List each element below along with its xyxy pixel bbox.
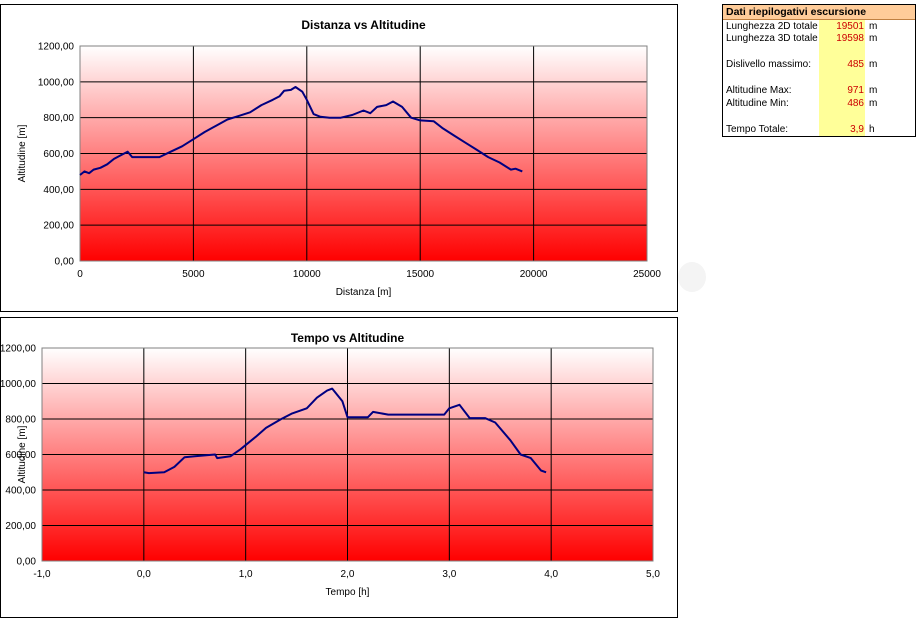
plot-border bbox=[79, 45, 648, 262]
summary-row-elevation-gain: Dislivello massimo: 485 m bbox=[723, 58, 915, 71]
x-tick-label: 2,0 bbox=[341, 569, 355, 580]
summary-value: 19598 bbox=[836, 33, 864, 44]
y-tick-label: 600,00 bbox=[43, 149, 74, 160]
summary-unit: m bbox=[869, 21, 878, 32]
y-tick-label: 1200,00 bbox=[1, 344, 36, 355]
summary-row-altitude-max: Altitudine Max: 971 m bbox=[723, 84, 915, 97]
summary-value: 971 bbox=[847, 85, 864, 96]
summary-value: 485 bbox=[847, 59, 864, 70]
y-axis-label: Altitudine [m] bbox=[17, 425, 28, 483]
x-tick-label: 0 bbox=[77, 269, 83, 280]
x-tick-label: 3,0 bbox=[442, 569, 456, 580]
y-tick-label: 200,00 bbox=[43, 221, 74, 232]
summary-table: Dati riepilogativi escursione Lunghezza … bbox=[722, 4, 916, 137]
chart-distance-altitude-svg: 0 5000 10000 15000 20000 25000 0,00 200,00 400,0… bbox=[17, 18, 661, 298]
summary-value: 3,9 bbox=[850, 124, 864, 135]
x-tick-label: 20000 bbox=[520, 269, 548, 280]
summary-values-highlight bbox=[819, 20, 865, 136]
y-tick-label: 200,00 bbox=[5, 521, 36, 532]
summary-unit: m bbox=[869, 98, 878, 109]
chart-distance-altitude: 0 5000 10000 15000 20000 25000 0,00 200,00 400,0… bbox=[0, 4, 678, 312]
summary-label: Altitudine Min: bbox=[726, 98, 789, 109]
y-axis-label: Altitudine [m] bbox=[17, 124, 28, 182]
x-tick-label: -1,0 bbox=[33, 569, 51, 580]
altitude-series-line bbox=[143, 387, 547, 475]
x-tick-label: 1,0 bbox=[239, 569, 253, 580]
summary-value: 486 bbox=[847, 98, 864, 109]
summary-unit: m bbox=[869, 85, 878, 96]
y-tick-label: 0,00 bbox=[55, 257, 75, 268]
summary-unit: h bbox=[869, 124, 875, 135]
chart-title: Distanza vs Altitudine bbox=[301, 18, 426, 32]
x-tick-label: 5,0 bbox=[646, 569, 660, 580]
summary-label: Dislivello massimo: bbox=[726, 59, 812, 70]
summary-row-length-2d: Lunghezza 2D totale 19501 m bbox=[723, 20, 915, 33]
x-tick-label: 10000 bbox=[293, 269, 321, 280]
x-tick-label: 15000 bbox=[406, 269, 434, 280]
y-tick-label: 1000,00 bbox=[1, 379, 36, 390]
chart-time-altitude-svg: -1,0 0,0 1,0 2,0 3,0 4,0 5,0 0,00 200,00 400,00 60… bbox=[1, 331, 660, 598]
summary-unit: m bbox=[869, 59, 878, 70]
y-tick-label: 0,00 bbox=[17, 557, 37, 568]
background-artifact bbox=[678, 262, 706, 292]
y-tick-label: 1200,00 bbox=[38, 42, 75, 53]
y-tick-label: 1000,00 bbox=[38, 77, 75, 88]
x-tick-label: 4,0 bbox=[544, 569, 558, 580]
x-axis-label: Distanza [m] bbox=[336, 287, 392, 298]
summary-row-length-3d: Lunghezza 3D totale 19598 m bbox=[723, 32, 915, 45]
y-tick-label: 800,00 bbox=[43, 113, 74, 124]
summary-label: Lunghezza 2D totale bbox=[726, 21, 818, 32]
summary-row-altitude-min: Altitudine Min: 486 m bbox=[723, 97, 915, 110]
x-tick-label: 5000 bbox=[182, 269, 205, 280]
chart-time-altitude: -1,0 0,0 1,0 2,0 3,0 4,0 5,0 0,00 200,00 400,00 60… bbox=[0, 317, 678, 618]
summary-value: 19501 bbox=[836, 21, 864, 32]
x-tick-label: 25000 bbox=[633, 269, 661, 280]
x-axis-label: Tempo [h] bbox=[326, 587, 370, 598]
summary-row-total-time: Tempo Totale: 3,9 h bbox=[723, 123, 915, 136]
plot-border bbox=[41, 347, 654, 562]
altitude-series-line bbox=[79, 86, 523, 176]
chart-title: Tempo vs Altitudine bbox=[291, 331, 405, 345]
y-tick-label: 400,00 bbox=[5, 486, 36, 497]
summary-label: Altitudine Max: bbox=[726, 85, 792, 96]
y-tick-label: 800,00 bbox=[5, 415, 36, 426]
y-tick-label: 600,00 bbox=[5, 450, 36, 461]
summary-unit: m bbox=[869, 33, 878, 44]
summary-title: Dati riepilogativi escursione bbox=[723, 5, 915, 20]
y-tick-label: 400,00 bbox=[43, 185, 74, 196]
x-tick-label: 0,0 bbox=[137, 569, 151, 580]
summary-label: Tempo Totale: bbox=[726, 124, 789, 135]
summary-label: Lunghezza 3D totale bbox=[726, 33, 818, 44]
